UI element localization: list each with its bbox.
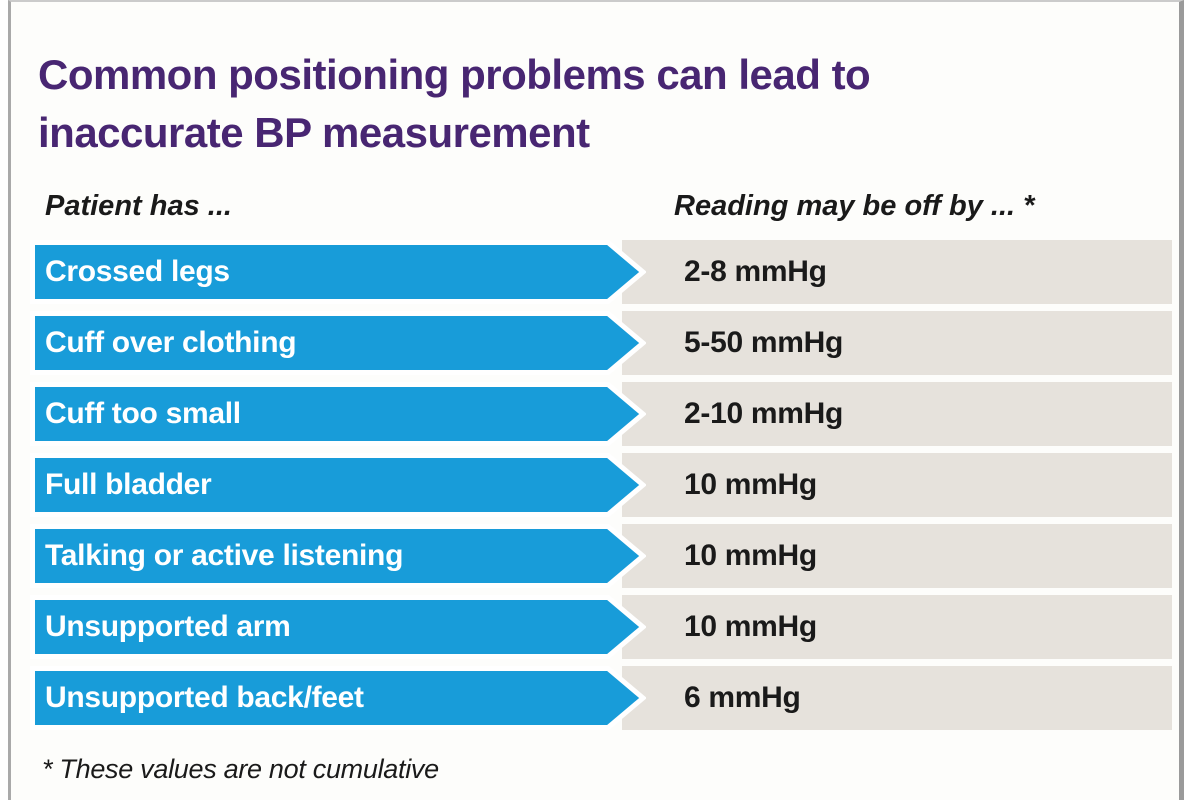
table-row: 2-8 mmHg Crossed legs (30, 240, 1172, 304)
arrow-bar-icon (30, 595, 646, 659)
value-text: 10 mmHg (684, 539, 817, 572)
value-band: 10 mmHg (622, 524, 1172, 588)
arrow-bar-icon (30, 240, 646, 304)
row-label: Crossed legs (45, 255, 230, 288)
page-title-line-2: inaccurate BP measurement (38, 109, 590, 157)
table-row: 10 mmHg Full bladder (30, 453, 1172, 517)
value-band: 10 mmHg (622, 595, 1172, 659)
arrow-bar-icon (30, 666, 646, 730)
column-header-reading-off-by: Reading may be off by ... * (674, 190, 1035, 222)
page-title-line-1: Common positioning problems can lead to (38, 51, 871, 99)
row-label: Cuff too small (45, 397, 241, 430)
value-band: 10 mmHg (622, 453, 1172, 517)
value-text: 6 mmHg (684, 681, 801, 714)
row-label: Unsupported back/feet (45, 681, 364, 714)
row-label: Full bladder (45, 468, 212, 501)
value-text: 10 mmHg (684, 610, 817, 643)
column-headers: Patient has ... Reading may be off by ..… (30, 190, 1172, 230)
arrow-bar-icon (30, 311, 646, 375)
table-row: 10 mmHg Talking or active listening (30, 524, 1172, 588)
value-text: 5-50 mmHg (684, 326, 844, 359)
value-band: 5-50 mmHg (622, 311, 1172, 375)
arrow-bar-icon (30, 453, 646, 517)
row-label: Unsupported arm (45, 610, 291, 643)
table-row: 2-10 mmHg Cuff too small (30, 382, 1172, 446)
column-header-patient-has: Patient has ... (45, 190, 232, 222)
value-band: 2-8 mmHg (622, 240, 1172, 304)
arrow-bar-icon (30, 382, 646, 446)
value-text: 2-10 mmHg (684, 397, 844, 430)
arrow-bar-icon (30, 524, 646, 588)
page-title: Common positioning problems can lead to … (38, 46, 1148, 162)
infographic-card: Common positioning problems can lead to … (8, 0, 1184, 800)
value-band: 6 mmHg (622, 666, 1172, 730)
table-row: 6 mmHg Unsupported back/feet (30, 666, 1172, 730)
row-label: Talking or active listening (45, 539, 404, 572)
value-text: 2-8 mmHg (684, 255, 827, 288)
table-body: 2-8 mmHg Crossed legs 5-50 mmHg Cuff ove… (30, 240, 1172, 737)
table-row: 10 mmHg Unsupported arm (30, 595, 1172, 659)
row-label: Cuff over clothing (45, 326, 297, 359)
footnote: * These values are not cumulative (42, 754, 439, 784)
value-band: 2-10 mmHg (622, 382, 1172, 446)
value-text: 10 mmHg (684, 468, 817, 501)
table-row: 5-50 mmHg Cuff over clothing (30, 311, 1172, 375)
